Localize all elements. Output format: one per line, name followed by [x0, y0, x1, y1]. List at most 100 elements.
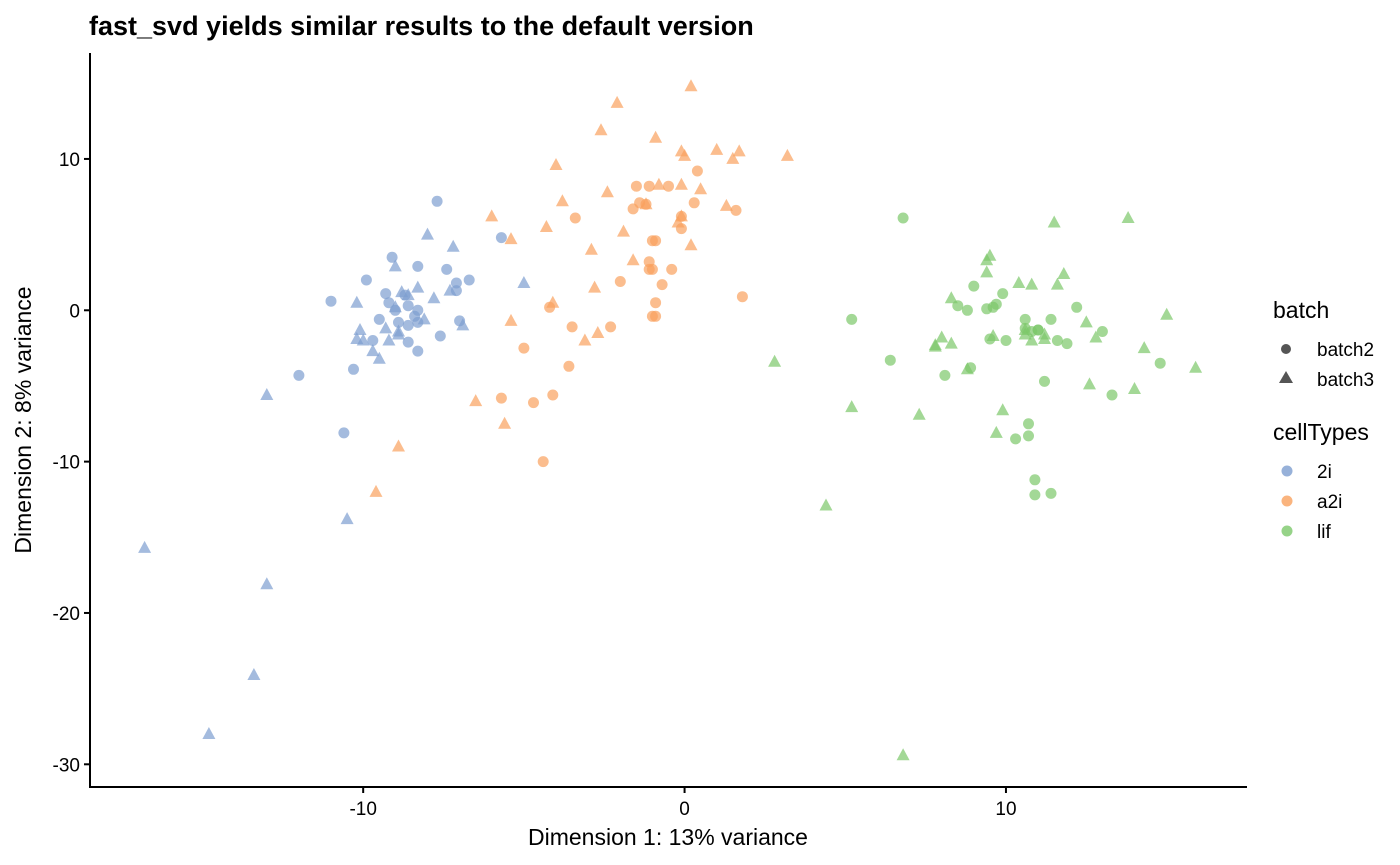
legend-entry-batch2: batch2	[1317, 340, 1374, 361]
data-point-a2i-batch3	[719, 198, 733, 211]
legend-swatch-lif	[1281, 525, 1293, 537]
data-point-a2i-batch3	[498, 416, 512, 429]
data-point-a2i-batch2	[650, 235, 662, 247]
data-point-lif-batch3	[896, 748, 910, 761]
data-point-lif-batch3	[912, 407, 926, 420]
data-point-2i-batch2	[441, 263, 453, 275]
data-point-a2i-batch3	[591, 326, 605, 338]
data-point-a2i-batch2	[650, 297, 662, 309]
legend-triangle-icon	[1279, 371, 1293, 383]
data-point-lif-batch2	[1106, 389, 1118, 401]
data-point-lif-batch3	[1121, 211, 1135, 223]
data-point-2i-batch2	[402, 336, 414, 348]
data-point-a2i-batch2	[730, 204, 742, 216]
data-point-lif-batch3	[1128, 382, 1141, 394]
data-point-2i-batch2	[402, 300, 414, 312]
data-point-a2i-batch2	[630, 180, 642, 192]
data-point-a2i-batch3	[549, 158, 563, 170]
data-point-lif-batch3	[960, 362, 974, 375]
data-point-a2i-batch2	[569, 212, 581, 224]
data-point-lif-batch2	[1039, 375, 1050, 387]
legend-entry-lif: lif	[1317, 522, 1331, 543]
data-point-2i-batch3	[247, 668, 261, 680]
data-point-a2i-batch3	[546, 295, 560, 308]
data-point-2i-batch3	[388, 259, 402, 272]
data-point-2i-batch2	[386, 251, 398, 263]
data-point-2i-batch3	[388, 300, 402, 313]
data-point-2i-batch3	[443, 283, 457, 296]
data-point-lif-batch2	[987, 301, 999, 313]
legend-celltypes-title: cellTypes	[1273, 419, 1369, 445]
data-point-lif-batch3	[1047, 215, 1061, 228]
data-point-lif-batch3	[986, 329, 1000, 341]
data-point-2i-batch3	[340, 512, 354, 525]
data-point-a2i-batch3	[578, 333, 592, 346]
data-point-lif-batch3	[1050, 277, 1064, 290]
data-point-a2i-batch3	[694, 182, 708, 195]
y-tick-label: -10	[53, 453, 80, 474]
data-point-a2i-batch2	[656, 279, 668, 291]
data-point-2i-batch2	[373, 313, 385, 325]
data-point-a2i-batch3	[626, 253, 640, 266]
data-point-lif-batch2	[961, 304, 973, 316]
data-point-2i-batch2	[434, 330, 446, 342]
data-point-a2i-batch2	[614, 276, 626, 287]
data-point-a2i-batch3	[504, 313, 518, 326]
data-point-lif-batch3	[1057, 267, 1071, 279]
data-point-2i-batch3	[411, 280, 425, 293]
data-point-lif-batch3	[1025, 277, 1039, 290]
data-point-2i-batch2	[463, 274, 475, 286]
data-point-2i-batch3	[421, 227, 434, 240]
data-point-a2i-batch2	[518, 342, 530, 354]
data-point-2i-batch2	[450, 277, 462, 289]
legend-circle-icon	[1281, 344, 1291, 354]
data-point-lif-batch2	[897, 212, 909, 224]
data-point-lif-batch3	[989, 425, 1003, 438]
data-point-2i-batch2	[431, 195, 443, 207]
data-point-a2i-batch3	[732, 144, 746, 157]
data-point-2i-batch2	[367, 335, 379, 346]
data-point-2i-batch2	[325, 295, 337, 307]
data-point-a2i-batch3	[504, 232, 518, 245]
data-point-lif-batch2	[939, 369, 951, 381]
data-point-a2i-batch2	[736, 291, 748, 303]
data-point-lif-batch2	[997, 288, 1009, 300]
data-point-lif-batch3	[1079, 315, 1093, 328]
data-point-a2i-batch3	[684, 238, 698, 251]
data-point-a2i-batch3	[594, 123, 608, 136]
data-point-a2i-batch3	[469, 394, 483, 407]
legend-celltypes: cellTypes 2i a2i lif	[1273, 419, 1369, 543]
data-point-a2i-batch2	[691, 165, 703, 177]
data-point-2i-batch3	[446, 239, 460, 252]
data-point-2i-batch3	[427, 291, 441, 304]
data-point-lif-batch3	[1160, 307, 1174, 320]
data-point-2i-batch3	[353, 323, 367, 335]
data-point-lif-batch2	[1045, 313, 1057, 325]
data-point-lif-batch2	[968, 280, 980, 292]
data-point-a2i-batch2	[643, 263, 655, 275]
data-point-a2i-batch3	[610, 95, 624, 108]
data-point-2i-batch3	[456, 318, 470, 331]
legend-swatch-a2i	[1281, 495, 1293, 507]
data-point-a2i-batch3	[652, 177, 666, 190]
data-point-2i-batch2	[402, 319, 414, 331]
data-point-lif-batch3	[1083, 377, 1096, 390]
data-point-lif-batch2	[1061, 338, 1073, 350]
data-point-a2i-batch3	[639, 197, 653, 210]
data-point-lif-batch2	[1010, 433, 1022, 445]
data-point-lif-batch2	[1051, 335, 1063, 346]
data-point-2i-batch2	[495, 232, 507, 244]
data-point-a2i-batch3	[674, 177, 688, 190]
data-point-lif-batch2	[1023, 418, 1034, 430]
data-point-lif-batch3	[980, 265, 994, 278]
data-point-2i-batch3	[350, 295, 364, 308]
data-point-a2i-batch3	[674, 144, 688, 157]
data-point-lif-batch3	[1089, 330, 1103, 343]
data-point-a2i-batch2	[547, 389, 559, 401]
data-point-a2i-batch2	[666, 263, 678, 275]
data-point-a2i-batch2	[566, 321, 578, 333]
data-point-lif-batch3	[996, 403, 1010, 416]
data-point-2i-batch3	[417, 312, 431, 325]
data-point-2i-batch3	[382, 333, 396, 346]
